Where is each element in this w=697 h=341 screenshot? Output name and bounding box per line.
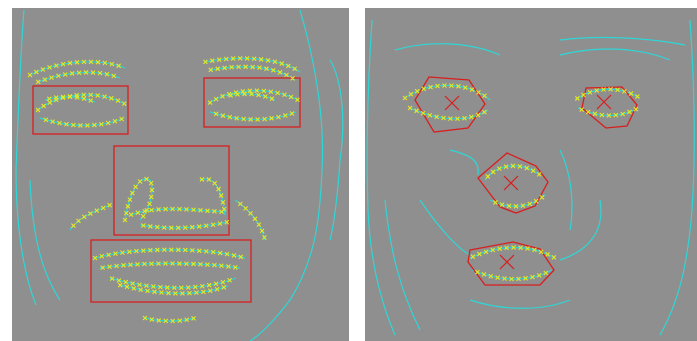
right-panel xyxy=(365,8,697,341)
figure xyxy=(0,0,697,341)
panel-background xyxy=(12,8,349,341)
left-panel xyxy=(12,8,349,341)
panel-background xyxy=(365,8,697,341)
